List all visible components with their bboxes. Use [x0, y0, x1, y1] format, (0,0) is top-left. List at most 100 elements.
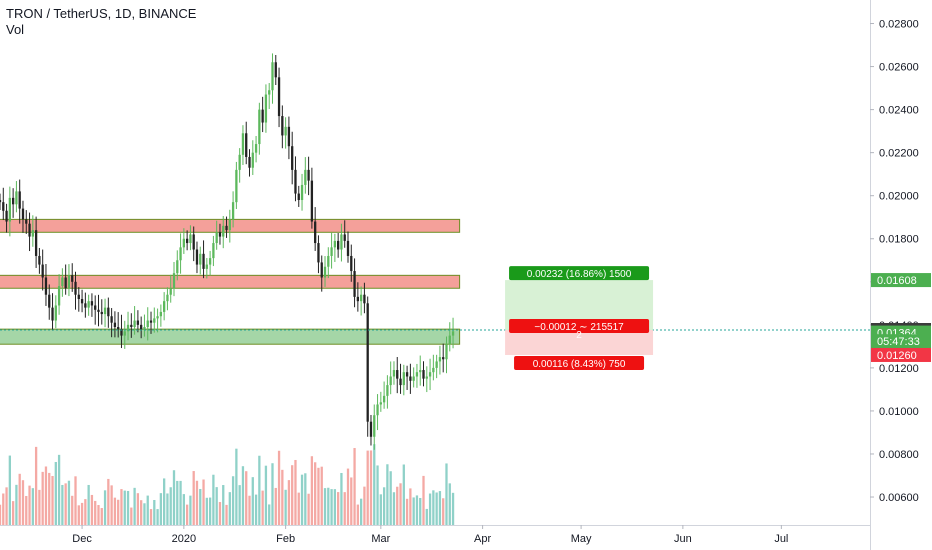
volume-bar — [327, 487, 330, 525]
volume-bar — [287, 480, 291, 525]
volume-bar — [228, 492, 231, 525]
price-tag[interactable] — [871, 347, 931, 362]
candle-body — [80, 299, 84, 304]
y-tick-label: 0.02200 — [879, 148, 919, 160]
candle-body — [448, 335, 451, 345]
candle-body — [405, 372, 409, 377]
volume-bar — [195, 480, 199, 525]
position-status-label-box[interactable] — [509, 319, 650, 334]
position-tool[interactable]: 0.00232 (16.86%) 1500 0.00116 (8.43%) 750… — [0, 266, 870, 370]
volume-bar — [340, 472, 343, 525]
volume-bar — [202, 479, 205, 525]
candle-body — [215, 232, 218, 244]
volume-bar — [320, 466, 323, 525]
candle-body — [268, 90, 271, 95]
candle-body — [61, 277, 64, 287]
candle-body — [74, 281, 77, 295]
candle-body — [41, 264, 44, 278]
x-tick-label: Jun — [674, 533, 692, 545]
volume-bar — [113, 497, 117, 525]
volume-bar — [274, 487, 277, 525]
volume-bar — [425, 508, 428, 525]
volume-bar — [261, 490, 264, 525]
candle-body — [307, 169, 310, 181]
candle-body — [0, 200, 2, 203]
candle-body — [369, 421, 373, 437]
candle-body — [28, 223, 31, 237]
volume-bar — [396, 486, 399, 525]
volume-bar — [176, 480, 179, 525]
volume-bar — [435, 492, 438, 525]
candle-body — [87, 301, 90, 308]
volume-bar — [310, 456, 314, 525]
volume-bar — [185, 504, 189, 525]
support-zone — [0, 328, 461, 345]
volume-bar — [258, 455, 261, 525]
candle-body — [438, 357, 442, 362]
candle-body — [136, 320, 140, 325]
volume-bar — [153, 500, 156, 525]
candle-body — [241, 133, 245, 155]
candle-body — [258, 109, 261, 145]
candle-body — [281, 116, 284, 136]
y-tick-label: 0.01800 — [879, 234, 919, 246]
volume-bar — [11, 501, 15, 525]
volume-bar — [248, 495, 251, 525]
candle-body — [195, 249, 199, 265]
candle-body — [205, 264, 208, 269]
x-tick-label: 2020 — [172, 533, 196, 545]
candle-body — [261, 109, 264, 123]
candle-body — [64, 277, 67, 289]
candle-body — [149, 320, 153, 323]
candle-body — [297, 193, 300, 201]
candle-body — [48, 294, 51, 308]
candle-body — [176, 260, 179, 274]
candle-body — [71, 275, 74, 282]
volume-bar — [284, 489, 287, 525]
candle-body — [18, 191, 21, 209]
price-axis[interactable]: 0.006000.008000.010000.012000.014000.016… — [870, 0, 931, 550]
volume-bar — [5, 487, 8, 525]
volume-bar — [330, 489, 333, 525]
candle-body — [143, 326, 146, 330]
volume-bar — [300, 474, 304, 525]
candle-body — [51, 307, 54, 321]
candle-body — [126, 324, 130, 332]
volume-bar — [373, 444, 376, 525]
volume-bar — [130, 507, 133, 525]
volume-bar — [428, 493, 432, 525]
profit-label-box[interactable] — [509, 266, 650, 281]
volume-bar — [136, 493, 140, 525]
candle-body — [159, 311, 163, 317]
volume-bar — [54, 461, 57, 525]
price-tag[interactable] — [871, 273, 931, 288]
volume-bar — [80, 502, 84, 525]
candle-body — [110, 316, 113, 323]
time-axis[interactable]: Dec 2020 Feb Mar Apr May Jun Jul — [0, 525, 870, 545]
price-tag-label: 0.01260 — [877, 350, 917, 362]
candle-body — [435, 361, 438, 368]
candle-body — [235, 169, 238, 203]
volume-bar — [314, 462, 317, 525]
candle-body — [172, 273, 176, 289]
volume-bar — [399, 483, 402, 525]
volume-bar — [238, 485, 241, 525]
volume-bar — [366, 450, 369, 525]
volume-bar — [432, 490, 435, 525]
volume-bar — [38, 489, 41, 525]
candle-body — [130, 324, 133, 327]
volume-bar — [231, 476, 235, 525]
x-tick-label: Jul — [774, 533, 788, 545]
candle-body — [392, 370, 396, 377]
candle-body — [251, 152, 254, 168]
price-tag[interactable] — [871, 334, 931, 349]
candle-body — [264, 94, 268, 123]
candle-body — [353, 271, 356, 297]
candle-body — [133, 320, 136, 327]
candle-body — [310, 180, 314, 222]
volume-bar — [409, 488, 412, 525]
position-status-label: −0.00012 ∼ 215517 — [534, 322, 624, 333]
loss-label-box[interactable] — [514, 355, 645, 370]
y-tick-label: 0.02600 — [879, 62, 919, 74]
